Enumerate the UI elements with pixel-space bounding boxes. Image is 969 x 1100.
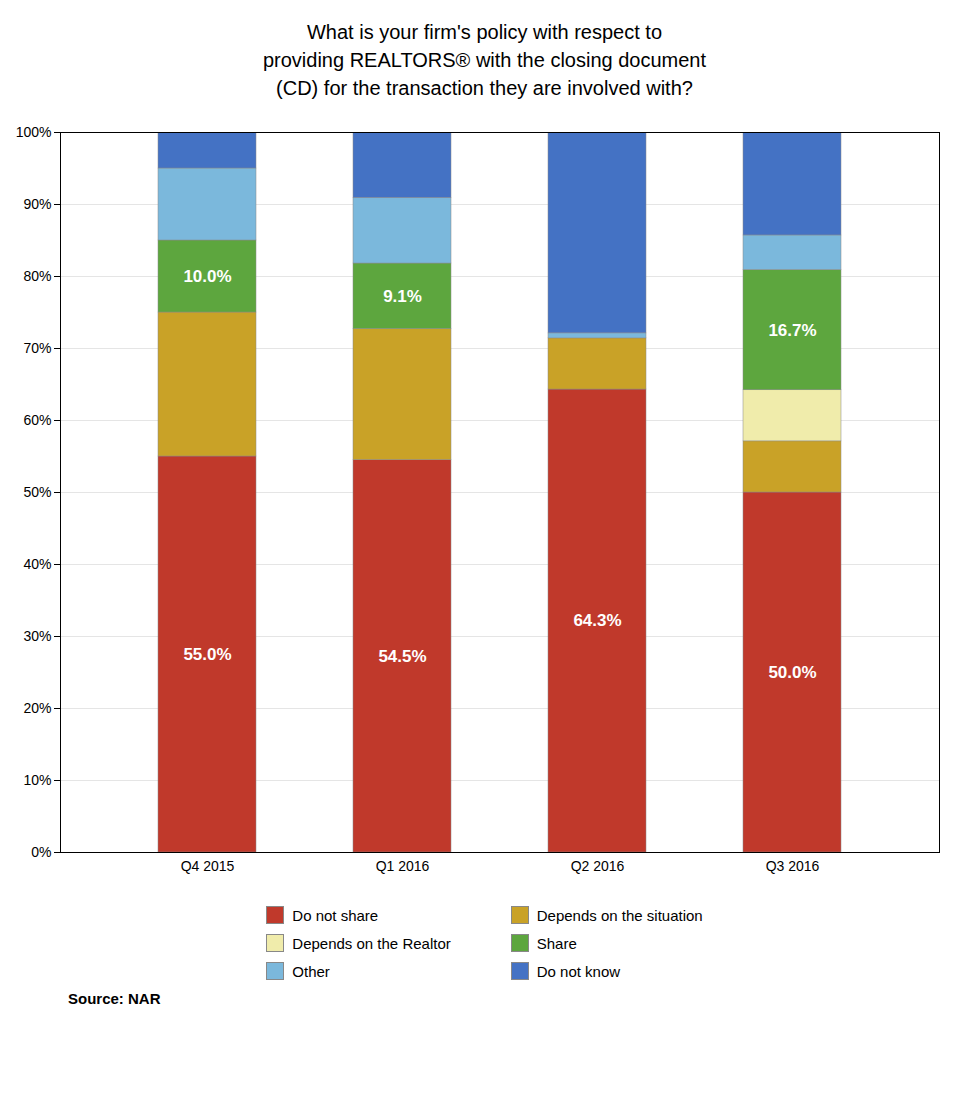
svg-text:16.7%: 16.7% <box>768 321 816 340</box>
svg-text:Q2 2016: Q2 2016 <box>571 858 625 874</box>
html-text:What is your firm's policy wit: What is your firm's policy with respect … <box>262 21 706 99</box>
svg-text:10.0%: 10.0% <box>183 267 231 286</box>
html-text:Depends on the Realtor: Depends on the Realtor <box>292 934 451 952</box>
svg-text:0%: 0% <box>31 844 51 860</box>
html-text:Share: Share <box>536 934 577 952</box>
svg-text:60%: 60% <box>23 412 51 428</box>
html-text:Depends on the situation: Depends on the situation <box>536 906 703 924</box>
svg-text:Q1 2016: Q1 2016 <box>376 858 430 874</box>
svg-text:Q3 2016: Q3 2016 <box>766 858 820 874</box>
html-text:Do not share: Do not share <box>292 906 379 924</box>
svg-text:80%: 80% <box>23 268 51 284</box>
svg-text:30%: 30% <box>23 628 51 644</box>
svg-text:50%: 50% <box>23 484 51 500</box>
svg-text:90%: 90% <box>23 196 51 212</box>
svg-text:54.5%: 54.5% <box>378 647 426 666</box>
svg-text:70%: 70% <box>23 340 51 356</box>
svg-text:10%: 10% <box>23 772 51 788</box>
svg-text:20%: 20% <box>23 700 51 716</box>
svg-text:64.3%: 64.3% <box>573 611 621 630</box>
svg-text:50.0%: 50.0% <box>768 663 816 682</box>
svg-text:Q4 2015: Q4 2015 <box>181 858 235 874</box>
svg-text:100%: 100% <box>16 124 52 140</box>
html-text:Other: Other <box>292 962 330 980</box>
svg-text:40%: 40% <box>23 556 51 572</box>
svg-text:9.1%: 9.1% <box>383 287 422 306</box>
svg-text:55.0%: 55.0% <box>183 645 231 664</box>
html-text:Do not know: Do not know <box>536 962 621 980</box>
html-text:Source: NAR: Source: NAR <box>68 990 161 1007</box>
